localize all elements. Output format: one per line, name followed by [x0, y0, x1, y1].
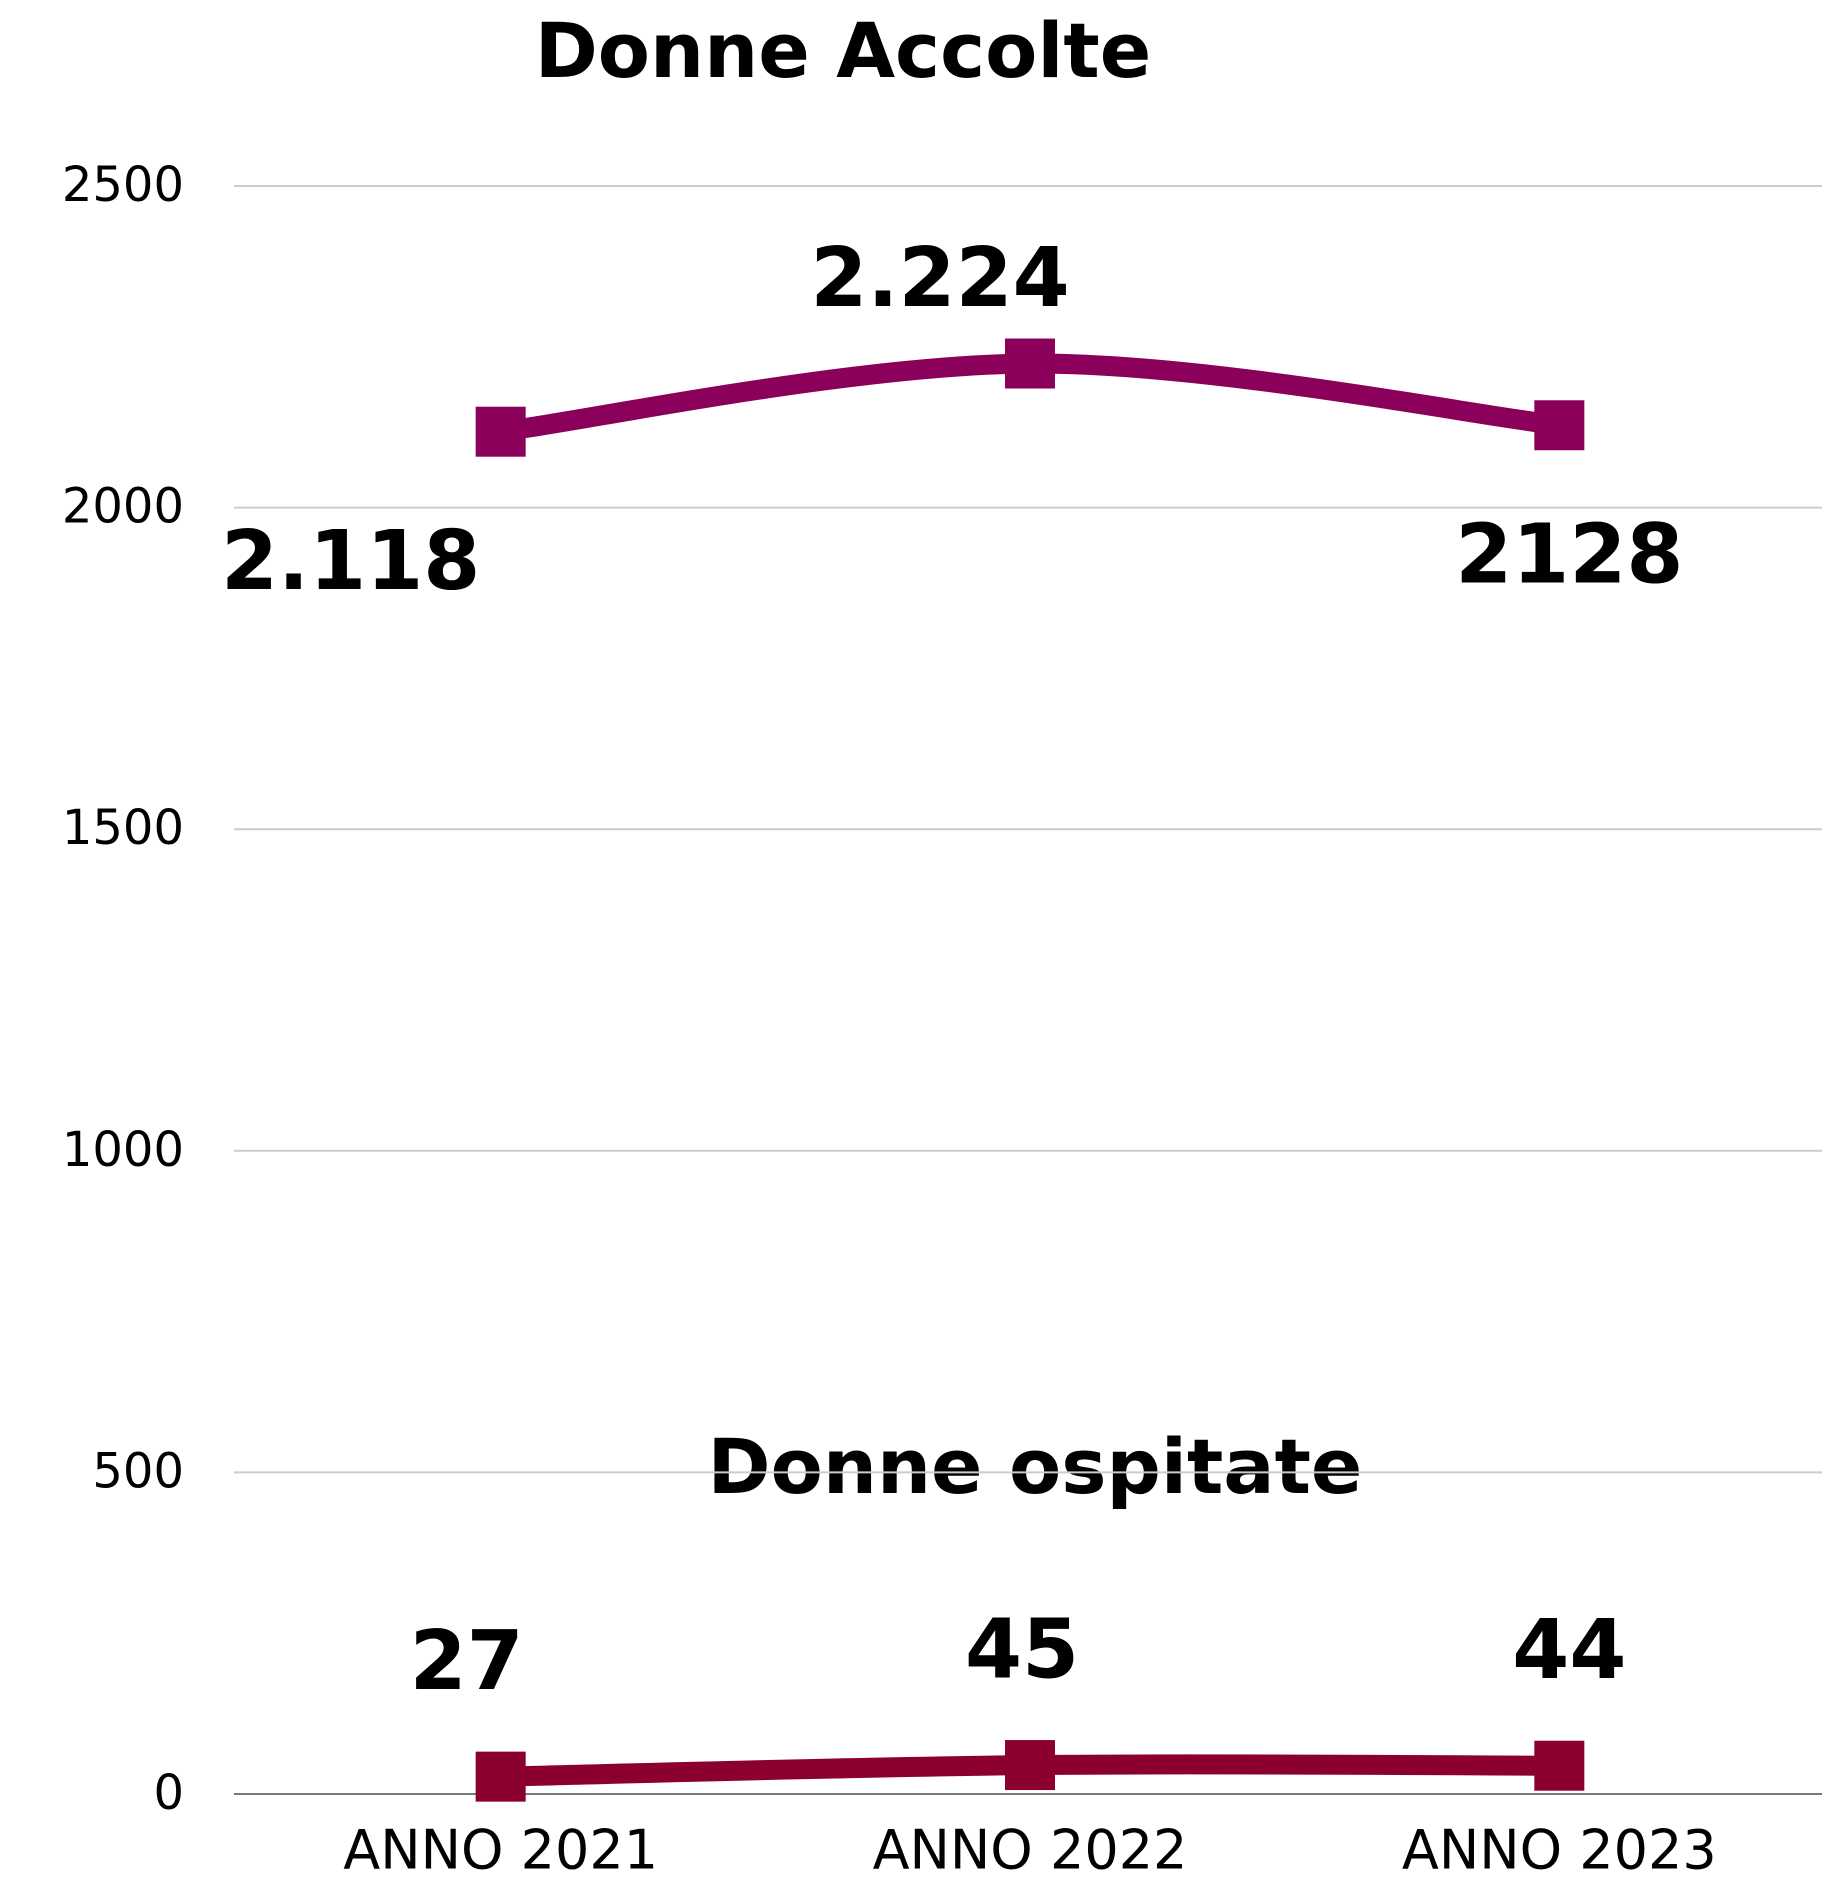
marker	[1534, 400, 1585, 451]
data-label: 45	[965, 1603, 1079, 1698]
y-tick-label: 500	[92, 1443, 184, 1499]
y-tick-label: 0	[153, 1765, 184, 1821]
series-title: Donne ospitate	[708, 1422, 1363, 1511]
marker	[1005, 338, 1055, 389]
x-tick-label: ANNO 2021	[343, 1819, 658, 1882]
series-title: Donne Accolte	[535, 6, 1152, 95]
data-label: 2.224	[810, 231, 1069, 326]
marker	[475, 406, 526, 457]
y-tick-label: 2000	[62, 479, 184, 535]
y-tick-label: 1000	[62, 1122, 184, 1178]
data-label: 44	[1512, 1603, 1626, 1698]
data-label: 27	[410, 1614, 524, 1709]
data-label: 2.118	[221, 514, 480, 609]
y-tick-label: 2500	[62, 157, 184, 213]
y-tick-label: 1500	[62, 800, 184, 856]
data-label: 2128	[1455, 508, 1683, 603]
marker	[1534, 1740, 1585, 1791]
marker	[475, 1751, 526, 1802]
x-tick-label: ANNO 2023	[1402, 1819, 1717, 1882]
x-tick-label: ANNO 2022	[873, 1819, 1188, 1882]
marker	[1005, 1740, 1055, 1791]
